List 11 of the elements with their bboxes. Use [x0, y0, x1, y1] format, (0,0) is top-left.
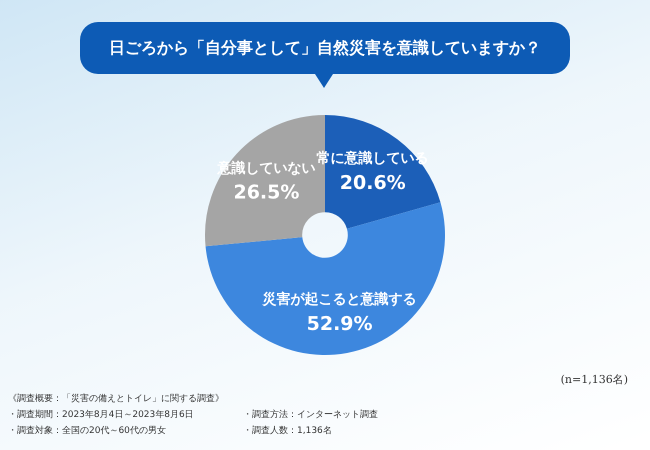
data-label: 26.5% — [233, 182, 300, 204]
data-label: 20.6% — [340, 172, 406, 194]
text: ・調査期間：2023年8月4日～2023年8月6日 — [8, 408, 195, 421]
slice-label: 災害が起こると意識する — [262, 290, 417, 308]
text: ・調査対象：全国の20代～60代の男女 — [8, 424, 167, 437]
text: (n=1,136名) — [560, 372, 628, 387]
text: 《調査概要：「災害の備えとトイレ」に関する調査》 — [8, 392, 225, 405]
data-label: 52.9% — [306, 312, 373, 335]
text: ・調査方法：インターネット調査 — [243, 408, 379, 421]
chart-title: 日ごろから「自分事として」自然災害を意識していますか？ — [109, 38, 541, 58]
text: ・調査人数：1,136名 — [243, 424, 333, 437]
